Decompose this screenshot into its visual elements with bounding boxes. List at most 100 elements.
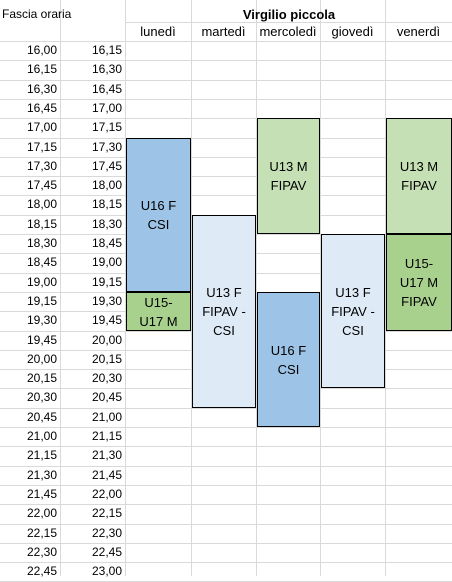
slot-end-time: 20,45	[91, 390, 122, 405]
row-gridline	[0, 562, 452, 563]
training-block: U16 F CSI	[126, 138, 191, 292]
block-label-line: FIPAV	[401, 294, 437, 309]
slot-end-time: 18,15	[91, 197, 122, 212]
slot-end-time: 21,45	[91, 467, 122, 482]
block-label-line: CSI	[342, 322, 364, 338]
row-gridline	[0, 195, 452, 196]
block-label-line: U16 F	[140, 198, 177, 213]
slot-start-time: 17,30	[26, 158, 57, 173]
row-gridline	[0, 41, 452, 42]
training-block: U13 M FIPAV	[386, 118, 452, 234]
row-gridline	[0, 408, 452, 409]
training-block: U13 F FIPAV - CSI	[192, 215, 256, 408]
slot-start-time: 18,15	[26, 216, 57, 231]
block-label-line: U13 M	[269, 159, 308, 174]
block-label-line: U17 M	[399, 275, 439, 290]
column-gridline	[60, 0, 61, 576]
block-label: U15- U17 M	[139, 293, 177, 331]
slot-start-time: 17,15	[26, 139, 57, 154]
column-gridline	[385, 0, 386, 576]
block-label-line: U13 F	[206, 285, 242, 300]
slot-start-time: 16,30	[26, 81, 57, 96]
block-label: U13 F FIPAV - CSI	[202, 283, 246, 340]
row-gridline	[125, 22, 452, 23]
weekday-header: giovedì	[331, 24, 374, 39]
slot-end-time: 21,15	[91, 429, 122, 443]
slot-end-time: 22,30	[91, 525, 122, 540]
slot-end-time: 22,00	[91, 486, 122, 501]
slot-start-time: 20,45	[26, 409, 57, 424]
slot-start-time: 18,45	[26, 255, 57, 270]
slot-start-time: 16,00	[26, 43, 57, 57]
weekday-header: venerdì	[396, 24, 441, 39]
slot-start-time: 22,30	[26, 544, 57, 559]
block-label: U15- U17 M FIPAV	[400, 254, 438, 311]
slot-end-time: 20,30	[91, 371, 122, 386]
slot-start-time: 18,00	[26, 197, 57, 212]
block-label-line: U17 M	[139, 313, 178, 329]
row-gridline	[0, 118, 452, 119]
slot-end-time: 19,00	[91, 255, 122, 270]
slot-end-time: 16,15	[91, 43, 122, 57]
block-label: U16 F CSI	[271, 341, 306, 379]
slot-start-time: 17,00	[26, 120, 57, 135]
slot-end-time: 17,00	[91, 100, 122, 115]
block-label: U13 F FIPAV - CSI	[331, 283, 375, 340]
block-label: U16 F CSI	[141, 196, 176, 234]
slot-start-time: 21,00	[26, 429, 57, 443]
slot-start-time: 20,00	[26, 351, 57, 366]
slot-end-time: 18,45	[91, 236, 122, 250]
slot-end-time: 17,45	[91, 158, 122, 173]
row-gridline	[0, 427, 452, 428]
training-block: U15- U17 M FIPAV	[386, 234, 452, 331]
training-block: U15- U17 M	[126, 292, 191, 331]
row-gridline	[0, 60, 452, 61]
slot-end-time: 21,00	[91, 409, 122, 424]
row-gridline	[0, 446, 452, 447]
slot-end-time: 18,00	[91, 178, 122, 193]
row-gridline	[0, 504, 452, 505]
slot-start-time: 22,15	[26, 525, 57, 540]
block-label-line: CSI	[147, 217, 170, 232]
slot-start-time: 18,30	[26, 236, 57, 250]
row-gridline	[0, 138, 452, 139]
slot-start-time: 16,45	[26, 100, 57, 115]
slot-end-time: 23,00	[91, 564, 122, 579]
slot-start-time: 20,30	[26, 390, 57, 405]
block-label-line: FIPAV	[401, 178, 437, 193]
slot-end-time: 16,45	[91, 81, 122, 96]
block-label-line: U15-	[144, 294, 173, 310]
slot-start-time: 22,00	[26, 506, 57, 521]
slot-start-time: 20,15	[26, 371, 57, 386]
row-gridline	[0, 485, 452, 486]
slot-end-time: 16,30	[91, 62, 122, 77]
row-gridline	[0, 466, 452, 467]
row-gridline	[0, 176, 452, 177]
slot-end-time: 20,15	[91, 351, 122, 366]
block-label-line: CSI	[277, 361, 300, 377]
slot-start-time: 21,45	[26, 486, 57, 501]
block-label-line: U16 F	[270, 342, 307, 358]
training-block: U13 M FIPAV	[257, 118, 320, 234]
slot-start-time: 22,45	[26, 564, 57, 579]
column-gridline	[320, 0, 321, 576]
column-gridline	[125, 0, 126, 576]
row-gridline	[0, 99, 452, 100]
slot-end-time: 18,30	[91, 216, 122, 231]
block-label-line: U13 F	[335, 284, 371, 300]
block-label-line: FIPAV -	[331, 303, 375, 319]
slot-start-time: 19,45	[26, 332, 57, 347]
block-label-line: CSI	[213, 323, 235, 338]
column-gridline	[191, 0, 192, 576]
slot-start-time: 16,15	[26, 62, 57, 77]
row-gridline	[0, 543, 452, 544]
training-block: U13 F FIPAV - CSI	[321, 234, 385, 388]
block-label-line: U15-	[404, 256, 434, 271]
weekday-header: mercoledì	[259, 24, 317, 39]
slot-start-time: 19,15	[26, 293, 57, 308]
slot-end-time: 19,45	[91, 313, 122, 328]
slot-end-time: 19,15	[91, 274, 122, 289]
block-label-line: FIPAV	[270, 178, 307, 193]
time-range-label: Fascia oraria	[2, 7, 72, 21]
block-label: U13 M FIPAV	[400, 157, 438, 195]
